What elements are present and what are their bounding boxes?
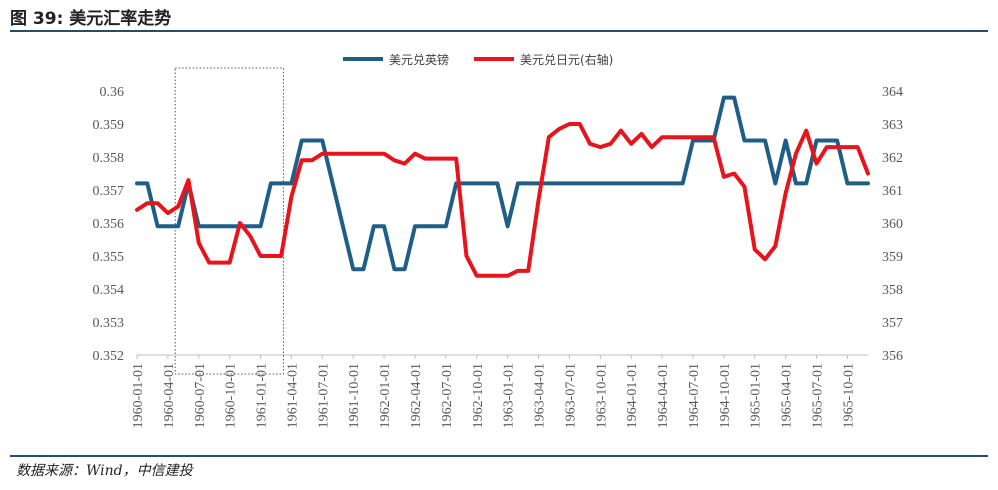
y-right-tick-label: 360 [882,217,903,232]
x-tick-label: 1961-01-01 [255,363,270,428]
series-line-usd-jpy [135,122,870,278]
title-rule [10,30,988,32]
y-right-tick-labels: 356 357 358 359 360 361 362 363 364 [882,85,903,364]
y-left-tick-labels: 0.352 0.353 0.354 0.355 0.356 0.357 0.358 0.359… [93,85,125,364]
x-tick-label: 1965-10-01 [841,363,856,428]
x-tick-label: 1962-10-01 [471,363,486,428]
y-right-tick-label: 358 [882,283,903,298]
x-tick-label: 1965-07-01 [811,363,826,428]
y-left-tick-label: 0.359 [93,118,125,133]
x-tick-label: 1962-07-01 [440,363,455,428]
y-left-tick-label: 0.356 [93,217,125,232]
x-tick-label: 1964-04-01 [656,363,671,428]
x-tick-label: 1961-07-01 [316,363,331,428]
x-tick-label: 1963-07-01 [563,363,578,428]
y-left-tick-label: 0.355 [93,250,125,265]
figure-title: 图 39: 美元汇率走势 [10,9,172,29]
x-tick-label: 1963-01-01 [502,363,517,428]
y-right-tick-label: 357 [882,316,903,331]
chart-axes [136,354,868,359]
y-left-tick-label: 0.357 [93,184,125,199]
x-tick-labels: 1960-01-01 1960-04-01 1960-07-01 1960-10-01… [131,363,856,428]
x-tick-label: 1964-01-01 [625,363,640,428]
x-tick-label: 1964-10-01 [718,363,733,428]
x-tick-label: 1963-10-01 [594,363,609,428]
x-tick-label: 1960-04-01 [162,363,177,428]
x-tick-label: 1960-07-01 [193,363,208,428]
series-line-usd-gbp [135,95,870,272]
x-tick-label: 1965-01-01 [749,363,764,428]
y-right-tick-label: 361 [882,184,903,199]
y-right-tick-label: 364 [882,85,903,100]
x-tick-label: 1961-10-01 [347,363,362,428]
x-tick-label: 1965-04-01 [780,363,795,428]
y-left-tick-label: 0.354 [93,283,125,298]
y-left-tick-label: 0.358 [93,151,125,166]
x-tick-label: 1960-10-01 [224,363,239,428]
series-lines [135,95,870,278]
x-tick-label: 1960-01-01 [131,363,146,428]
x-tick-label: 1963-04-01 [533,363,548,428]
footer-rule [10,455,988,457]
highlight-box [174,67,284,375]
legend-label: 美元兑日元(右轴) [520,52,613,67]
y-right-tick-label: 362 [882,151,903,166]
x-tick-label: 1964-07-01 [687,363,702,428]
chart-legend: 美元兑英镑 美元兑日元(右轴) [343,52,613,67]
x-tick-label: 1962-01-01 [378,363,393,428]
x-tick-label: 1961-04-01 [285,363,300,428]
y-left-tick-label: 0.353 [93,316,125,331]
chart-annotations [174,67,284,375]
y-left-tick-label: 0.352 [93,349,125,364]
source-note: 数据来源：Wind，中信建投 [16,463,193,479]
x-tick-label: 1962-04-01 [409,363,424,428]
y-left-tick-label: 0.36 [100,85,125,100]
y-right-tick-label: 359 [882,250,903,265]
y-right-tick-label: 363 [882,118,903,133]
y-right-tick-label: 356 [882,349,903,364]
legend-label: 美元兑英镑 [389,52,449,67]
